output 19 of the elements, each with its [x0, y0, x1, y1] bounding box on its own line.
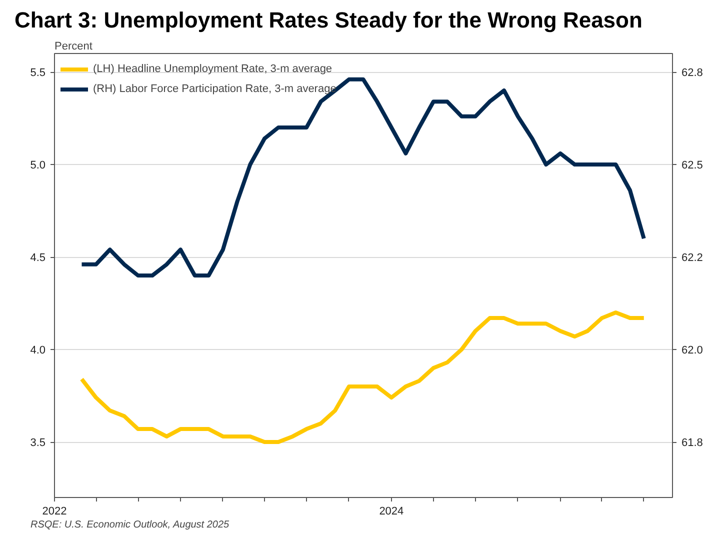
y2-tick-label: 62.8 [682, 67, 703, 79]
line-series [80, 77, 646, 278]
line-series [80, 310, 646, 444]
x-tick-label: 2022 [42, 506, 67, 518]
y-axis-title: Percent [54, 40, 92, 52]
y-tick-label: 4.5 [30, 252, 46, 264]
y-tick-label: 5.0 [30, 160, 46, 172]
text: RSQE: U.S. Economic Outlook, August 2025 [30, 520, 230, 530]
x-tick-label: 2024 [379, 506, 404, 518]
y2-tick-label: 61.8 [682, 437, 703, 449]
y2-tick-label: 62.5 [682, 160, 703, 172]
legend-label: (RH) Labor Force Participation Rate, 3-m average [93, 83, 336, 95]
chart-title: Chart 3: Unemployment Rates Steady for the Wrong Reason [14, 8, 642, 32]
y2-tick-label: 62.2 [682, 252, 703, 264]
legend-label: (LH) Headline Unemployment Rate, 3-m average [93, 63, 332, 75]
y-tick-label: 3.5 [30, 437, 46, 449]
y-tick-label: 5.5 [30, 67, 46, 79]
y-tick-label: 4.0 [30, 344, 46, 356]
y2-tick-label: 62.0 [682, 344, 703, 356]
